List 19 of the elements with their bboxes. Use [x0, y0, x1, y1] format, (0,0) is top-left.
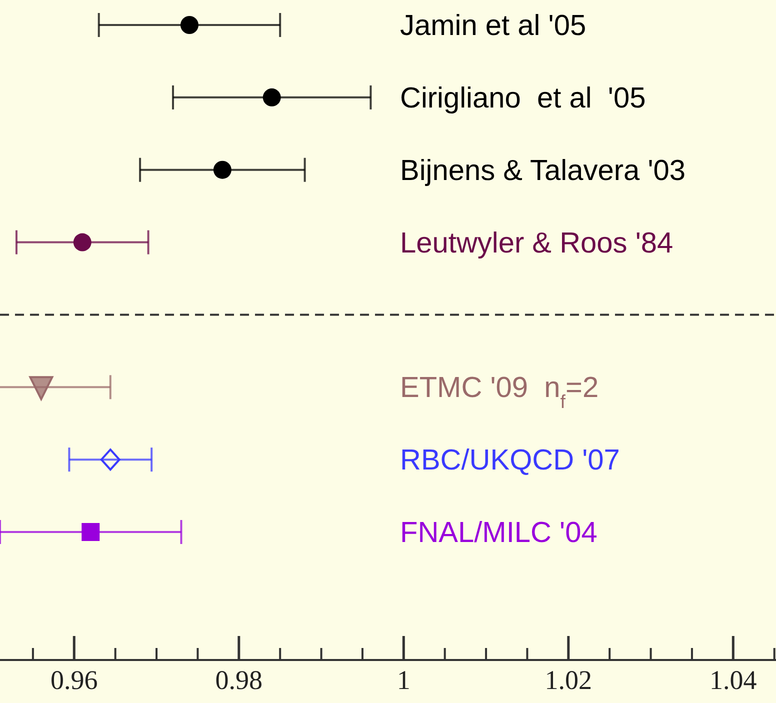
x-tick-label: 0.96 — [50, 665, 98, 696]
x-tick-label: 1.04 — [710, 665, 758, 696]
point — [82, 523, 100, 541]
point — [213, 160, 232, 179]
y-tick-label: FNAL/MILC '04 — [400, 517, 598, 549]
point — [29, 376, 54, 400]
point — [262, 88, 281, 106]
y-tick-label: RBC/UKQCD '07 — [400, 444, 620, 477]
point — [73, 233, 92, 252]
point — [180, 16, 198, 34]
point — [100, 448, 120, 471]
y-tick-label: Jamin et al '05 — [400, 10, 586, 42]
x-tick-label: 1 — [396, 665, 410, 696]
y-tick-label: Bijnens & Talavera '03 — [400, 154, 686, 187]
y-tick-label: ETMC '09 n$_{f}$=2 — [400, 372, 599, 412]
x-tick-label: 0.98 — [215, 665, 263, 696]
y-tick-label: Cirigliano et al '05 — [400, 82, 646, 114]
y-tick-label: Leutwyler & Roos '84 — [400, 227, 674, 260]
x-tick-label: 1.02 — [544, 665, 592, 696]
